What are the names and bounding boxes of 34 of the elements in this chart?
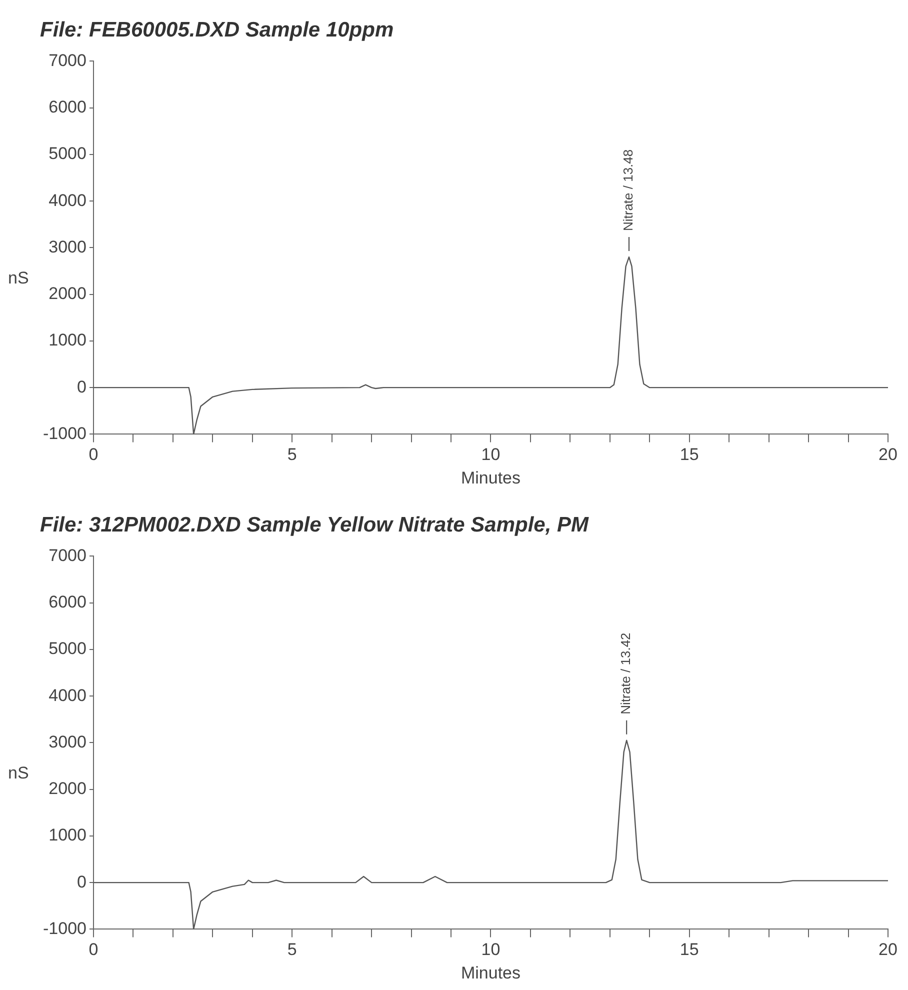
y-tick-label: 1000	[48, 826, 86, 845]
x-tick-label: 20	[878, 940, 898, 960]
annotation: Nitrate / 13.42	[618, 632, 634, 714]
x-axis-title: Minutes	[460, 963, 521, 982]
chart-title: File: 312PM002.DXD Sample Yellow Nitrate Sample, PM	[40, 513, 590, 536]
y-tick-label: 6000	[48, 592, 86, 612]
x-tick-label: 10	[481, 445, 500, 464]
y-tick-label: 6000	[48, 98, 86, 117]
x-tick-label: 10	[481, 940, 500, 960]
y-tick-label: 5000	[48, 639, 86, 658]
y-tick-label: 2000	[48, 779, 86, 798]
y-tick-label: 3000	[48, 237, 86, 256]
annotation: Nitrate / 13.48	[620, 149, 636, 232]
y-tick-label: -1000	[42, 424, 86, 443]
y-tick-label: 7000	[48, 50, 86, 70]
y-axis-title: nS	[8, 764, 29, 783]
y-tick-label: 7000	[48, 546, 86, 565]
x-tick-label: 5	[287, 940, 297, 960]
x-tick-label: 15	[680, 940, 699, 960]
y-tick-label: 0	[77, 872, 86, 892]
y-tick-label: 4000	[48, 190, 86, 210]
y-tick-label: -1000	[42, 918, 86, 938]
x-tick-label: 5	[287, 445, 297, 464]
y-axis-title: nS	[8, 268, 29, 288]
x-axis-title: Minutes	[460, 468, 521, 488]
y-tick-label: 0	[77, 377, 86, 396]
y-tick-label: 1000	[48, 330, 86, 350]
x-tick-label: 15	[680, 445, 699, 464]
y-tick-label: 5000	[48, 144, 86, 164]
y-tick-label: 2000	[48, 284, 86, 304]
x-tick-label: 20	[878, 445, 898, 464]
chart-title: File: FEB60005.DXD Sample 10ppm	[40, 18, 394, 42]
y-tick-label: 4000	[48, 686, 86, 705]
y-tick-label: 3000	[48, 732, 86, 752]
